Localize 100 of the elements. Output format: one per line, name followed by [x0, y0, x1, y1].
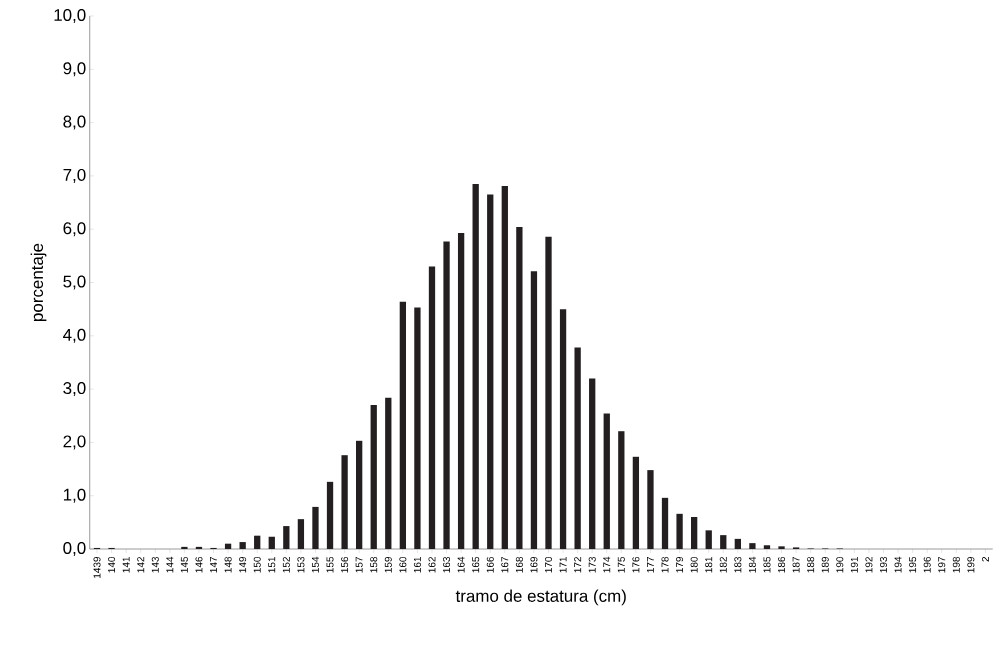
x-tick-label: 178: [661, 556, 669, 573]
bar: [618, 431, 625, 549]
x-tick-label: 142: [137, 557, 145, 573]
x-tick-label: 149: [239, 556, 247, 573]
bar: [370, 405, 377, 549]
x-tick-label: 187: [792, 557, 800, 573]
x-tick-label: 191: [850, 557, 858, 573]
bar: [487, 194, 494, 549]
bar: [676, 513, 683, 549]
bar: [283, 526, 290, 549]
y-axis-title: porcentaje: [30, 243, 47, 321]
bar: [472, 183, 479, 549]
y-tick-label: 10,0: [54, 9, 86, 23]
x-tick-label: 169: [530, 556, 538, 573]
y-tick-label: 2,0: [63, 435, 86, 450]
x-tick-label: 1439: [93, 556, 101, 578]
bar: [516, 227, 523, 549]
x-tick-label: 192: [865, 557, 873, 573]
x-tick-label: 194: [894, 556, 902, 573]
x-tick-label: 165: [472, 556, 480, 573]
bar: [647, 470, 654, 549]
x-tick-label: 179: [676, 556, 684, 573]
x-tick-label: 140: [108, 556, 116, 573]
bar: [268, 536, 275, 549]
bar: [443, 241, 450, 549]
bar: [326, 481, 334, 549]
bar: [457, 232, 465, 549]
x-tick-label: 172: [574, 557, 582, 573]
bar: [414, 307, 421, 549]
x-tick-label: 152: [282, 557, 290, 573]
bar: [385, 397, 392, 549]
x-tick-label: 175: [617, 556, 625, 573]
bar: [297, 519, 305, 549]
y-tick-label: 8,0: [63, 115, 86, 130]
bar: [720, 535, 727, 549]
bar: [589, 378, 596, 549]
y-tick-label: 7,0: [63, 168, 86, 183]
y-tick-label: 4,0: [63, 328, 86, 343]
bar: [312, 506, 319, 549]
bar: [559, 309, 567, 549]
x-tick-label: 174: [603, 556, 611, 573]
x-tick-label: 168: [515, 556, 523, 573]
bar: [501, 186, 508, 549]
x-tick-label: 166: [486, 556, 494, 573]
x-tick-label: 167: [501, 557, 509, 573]
x-tick-label: 148: [224, 556, 232, 573]
bar: [428, 266, 436, 549]
bar: [239, 542, 246, 549]
bar: [254, 535, 261, 549]
x-tick-label: 163: [443, 556, 451, 573]
bar: [763, 545, 771, 549]
x-tick-label: 161: [413, 557, 421, 573]
x-tick-label: 159: [384, 556, 392, 573]
y-tick-label: 6,0: [63, 222, 86, 237]
x-tick-label: 185: [763, 556, 771, 573]
x-tick-label: 183: [734, 556, 742, 573]
x-tick-label: 146: [195, 556, 203, 573]
x-tick-label: 189: [821, 556, 829, 573]
bar: [778, 546, 785, 549]
x-tick-label: 150: [253, 556, 261, 573]
x-tick-label: 144: [166, 556, 174, 573]
x-tick-label: 196: [923, 556, 931, 573]
x-tick-label: 180: [690, 556, 698, 573]
bar: [545, 236, 552, 549]
x-tick-label: 143: [151, 556, 159, 573]
x-tick-label: 155: [326, 556, 334, 573]
bar: [181, 546, 188, 549]
x-tick-label: 188: [807, 556, 815, 573]
x-tick-label: 156: [341, 556, 349, 573]
x-tick-label: 199: [967, 556, 975, 573]
x-tick-label: 182: [719, 557, 727, 573]
bar: [530, 271, 538, 549]
x-tick-label: 184: [748, 556, 756, 573]
y-tick-label: 9,0: [63, 62, 86, 77]
x-tick-label: 151: [268, 557, 276, 573]
x-tick-label: 198: [952, 556, 960, 573]
x-tick-label: 170: [544, 556, 553, 573]
y-tick-label: 5,0: [63, 275, 86, 290]
bar: [749, 543, 756, 549]
bar: [603, 413, 610, 549]
x-tick-label: 147: [210, 557, 217, 573]
x-tick-label: 164: [457, 556, 465, 573]
x-tick-label: 162: [428, 557, 436, 573]
x-tick-label: 141: [122, 557, 130, 573]
x-tick-label: 193: [879, 556, 888, 573]
bar: [399, 301, 407, 549]
y-tick-label: 0,0: [63, 542, 86, 556]
bar: [632, 456, 640, 549]
bar: [195, 546, 203, 549]
bar: [734, 538, 741, 549]
x-tick-label: 153: [297, 556, 305, 573]
x-tick-label: 158: [370, 556, 378, 573]
bar: [661, 497, 669, 549]
x-tick-label: 173: [588, 556, 596, 573]
x-tick-label: 186: [778, 556, 786, 573]
x-tick-label: 176: [632, 556, 640, 573]
x-tick-label: 157: [355, 557, 363, 573]
x-tick-label: 197: [938, 557, 946, 573]
y-tick-label: 1,0: [63, 488, 86, 503]
x-tick-label: 2: [981, 557, 989, 562]
